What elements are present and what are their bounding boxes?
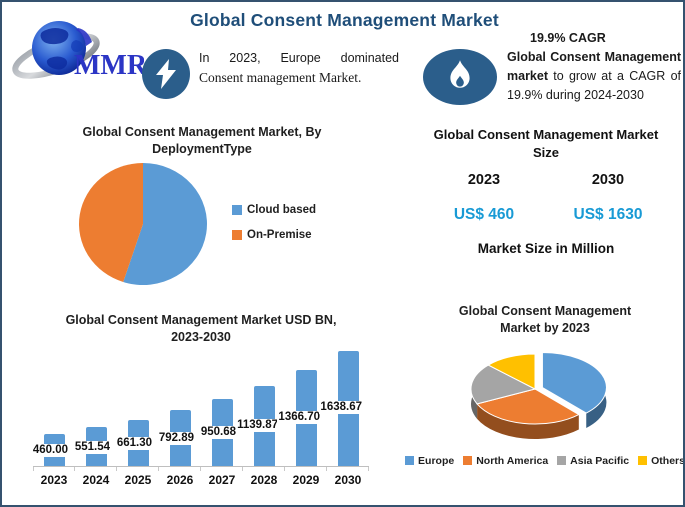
forecast-bar-plot: 460.00 551.54 661.30 792.89 950.68 1139.87 136… (31, 350, 369, 467)
deployment-pie-chart (79, 162, 208, 285)
market-size-value-2023: US$ 460 (453, 206, 515, 224)
axis-tick (33, 466, 75, 471)
bar-value-label-2028: 1139.87 (236, 418, 279, 432)
bar-column-2026: 792.89 (157, 350, 201, 466)
bar-column-2025: 661.30 (115, 350, 159, 466)
bar-value-label-2029: 1366.70 (277, 410, 321, 424)
x-axis-label-2026: 2026 (166, 472, 194, 487)
forecast-bar-section: Global Consent Management Market USD BN,… (30, 312, 372, 487)
bar-value-label-2023: 460.00 (31, 443, 69, 457)
region-pie-title: Global Consent Management Market by 2023 (458, 304, 632, 335)
legend-swatch-on-premise (232, 229, 242, 240)
market-size-panel: Global Consent Management Market Size 20… (422, 126, 670, 256)
legend-label: Others (651, 454, 685, 467)
bar-column-2028: 1139.87 (236, 350, 285, 466)
logo-wordmark: MMR (74, 50, 144, 81)
market-size-values: US$ 460 US$ 1630 (422, 206, 670, 224)
bar-value-label-2024: 551.54 (73, 440, 111, 454)
x-axis-label-2025: 2025 (124, 472, 152, 487)
legend-item-cloud-based: Cloud based (232, 204, 316, 216)
axis-tick (75, 466, 117, 471)
legend-swatch-asia-pacific (557, 456, 567, 466)
cagr-badge: 19.9% CAGR (530, 31, 606, 45)
market-size-title: Global Consent Management Market Size (433, 127, 659, 161)
flame-icon (423, 49, 497, 105)
x-axis-labels: 2023 2024 2025 2026 2027 2028 2029 2030 (33, 471, 369, 487)
bar-value-label-2027: 950.68 (199, 425, 237, 439)
pie-slice-on-premise (79, 162, 143, 282)
x-axis-label-2029: 2029 (292, 472, 320, 487)
page-title: Global Consent Management Market (190, 10, 499, 30)
legend-swatch-north-america (463, 456, 473, 466)
legend-swatch-others (638, 456, 648, 466)
deployment-pie-title: Global Consent Management Market, By Dep… (82, 125, 322, 156)
forecast-bar-title: Global Consent Management Market USD BN,… (65, 313, 337, 344)
legend-label: Asia Pacific (570, 454, 630, 467)
legend-item-asia-pacific: Asia Pacific (557, 455, 629, 467)
pie-slice-cloud-based (123, 162, 208, 285)
globe-icon (12, 21, 100, 79)
axis-tick (243, 466, 285, 471)
bar-value-label-2025: 661.30 (115, 436, 153, 450)
deployment-pie-legend: Cloud based On-Premise (232, 204, 316, 254)
region-pie-legend: Europe North America Asia Pacific Others (405, 455, 683, 467)
x-axis-label-2023: 2023 (40, 472, 68, 487)
market-size-years: 2023 2030 (422, 172, 670, 188)
axis-tick (159, 466, 201, 471)
pie3d-slice-asia-pacific (470, 364, 537, 405)
region-pie-section: Global Consent Management Market by 2023… (405, 303, 683, 467)
legend-label: Europe (418, 454, 455, 467)
mmr-logo: MMR (12, 21, 144, 81)
market-size-year-2030: 2030 (591, 172, 625, 189)
legend-swatch-cloud-based (232, 204, 242, 215)
axis-tick (201, 466, 243, 471)
market-size-year-2023: 2023 (467, 172, 501, 189)
legend-item-others: Others (638, 454, 685, 467)
legend-label: On-Premise (247, 228, 312, 241)
region-pie-chart (470, 351, 607, 439)
fact-left-line1: In 2023, Europe dominated (199, 51, 399, 65)
bar-column-2024: 551.54 (73, 350, 117, 466)
market-size-footnote: Market Size in Million (477, 241, 615, 257)
bar-value-label-2026: 792.89 (157, 431, 195, 445)
fact-left-line2: Consent management Market. (199, 69, 362, 85)
market-size-value-2030: US$ 1630 (573, 206, 643, 224)
bar-column-2023: 460.00 (31, 350, 75, 466)
axis-tick (117, 466, 159, 471)
legend-item-north-america: North America (463, 455, 548, 467)
pie3d-slice-europe (541, 351, 607, 414)
bar-column-2030: 1638.67 (319, 350, 369, 466)
deployment-pie-section: Global Consent Management Market, By Dep… (32, 124, 372, 292)
pie3d-slice-others (487, 353, 536, 390)
pie3d-side-north-america (477, 403, 579, 439)
legend-label: North America (476, 454, 549, 467)
fact-cagr-growth: Global Consent Management market to grow… (507, 48, 681, 104)
bar-column-2029: 1366.70 (277, 350, 327, 466)
fact-right-rest: to grow at a CAGR of 19.9% during 2024-2… (507, 68, 681, 102)
x-axis-label-2030: 2030 (334, 472, 362, 487)
fact-europe-dominated: In 2023, Europe dominated Consent manage… (199, 49, 399, 88)
bar-value-label-2030: 1638.67 (319, 400, 363, 414)
bar-column-2027: 950.68 (199, 350, 243, 466)
fact-right-bold: Global Consent Management market (507, 50, 681, 83)
x-axis-label-2027: 2027 (208, 472, 236, 487)
legend-label: Cloud based (247, 203, 317, 216)
x-axis-ticks (33, 466, 369, 471)
axis-tick (285, 466, 327, 471)
legend-item-europe: Europe (405, 455, 454, 467)
x-axis-label-2028: 2028 (250, 472, 278, 487)
legend-swatch-europe (405, 456, 415, 466)
x-axis-label-2024: 2024 (82, 472, 110, 487)
legend-item-on-premise: On-Premise (232, 229, 316, 241)
lightning-icon (142, 49, 190, 99)
axis-tick (327, 466, 369, 471)
